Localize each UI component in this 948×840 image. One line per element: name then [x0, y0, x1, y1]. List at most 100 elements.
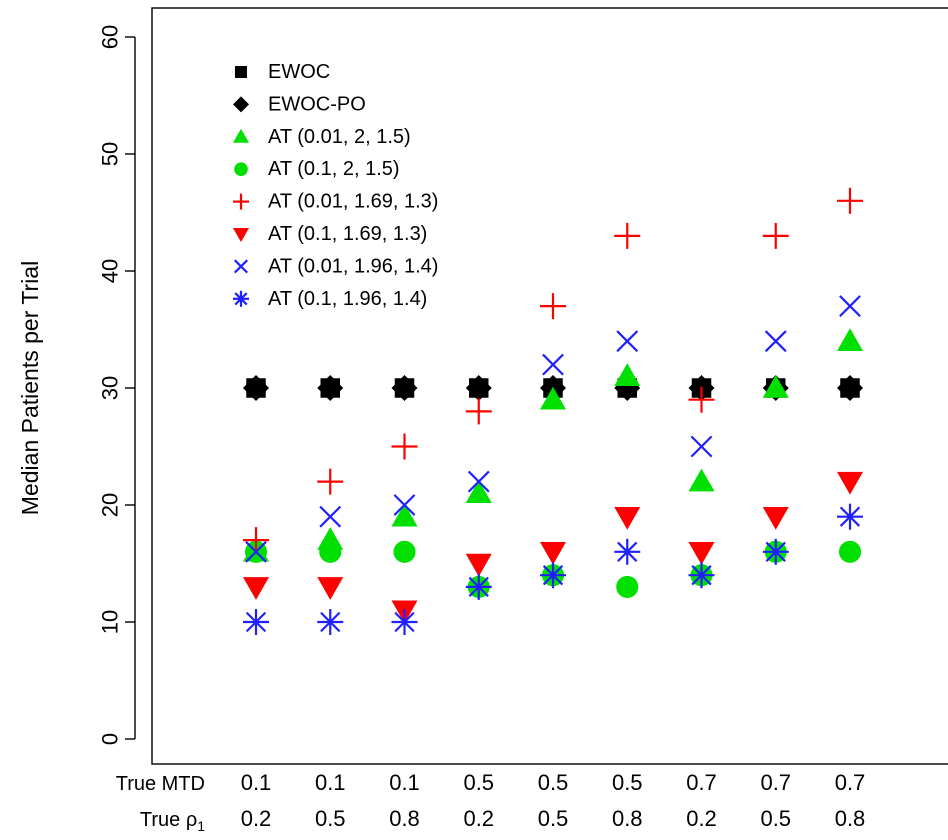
x-category-label: 0.1 [241, 770, 272, 795]
legend-item: AT (0.1, 1.69, 1.3) [233, 223, 427, 245]
data-point-plus [540, 293, 566, 320]
data-point-diamond [837, 375, 863, 401]
data-marks [243, 187, 863, 635]
x-row-label: True ρ1 [140, 809, 205, 834]
x-category-label: 0.5 [538, 770, 569, 795]
data-point-asterisk [762, 538, 789, 565]
data-point-diamond [317, 375, 344, 401]
data-point-asterisk [837, 503, 863, 530]
data-point-cross [245, 540, 267, 563]
x-category-label: 0.1 [315, 770, 346, 795]
y-tick-label: 30 [98, 376, 123, 400]
legend-label: AT (0.01, 1.96, 1.4) [268, 255, 438, 277]
data-point-triangle-down [614, 506, 641, 530]
data-point-triangle-down [465, 553, 492, 577]
data-point-plus [465, 398, 492, 425]
data-point-cross [542, 353, 564, 376]
data-point-circle [393, 540, 416, 563]
data-point-diamond [465, 375, 492, 401]
data-point-asterisk [317, 609, 344, 635]
legend-item: AT (0.01, 2, 1.5) [233, 126, 411, 148]
x-category-label: 0.7 [686, 770, 717, 795]
data-point-cross [393, 494, 416, 516]
x-category-label: 0.5 [315, 806, 346, 831]
legend-label: AT (0.01, 1.69, 1.3) [268, 191, 438, 213]
data-point-triangle-down [688, 542, 715, 565]
x-category-label: 0.5 [463, 770, 494, 795]
y-tick-label: 20 [98, 493, 123, 517]
x-category-label: 0.7 [835, 770, 866, 795]
y-tick-label: 10 [98, 610, 123, 634]
data-point-plus [837, 187, 863, 214]
x-category-label: 0.5 [760, 806, 791, 831]
data-point-cross [319, 505, 342, 528]
legend: EWOC EWOC-PO AT (0.01, 2, 1.5) AT (0.1, 2, … [233, 61, 438, 310]
data-point-triangle-up [762, 375, 789, 398]
legend-label: EWOC [268, 61, 330, 83]
data-point-asterisk [540, 562, 566, 589]
data-point-triangle-up [391, 503, 418, 527]
x-category-label: 0.2 [241, 806, 272, 831]
legend-label: AT (0.1, 1.96, 1.4) [268, 288, 427, 310]
legend-marker [234, 162, 248, 176]
data-point-asterisk [391, 609, 418, 635]
data-point-triangle-down [762, 506, 789, 530]
legend-marker [233, 96, 249, 113]
data-point-diamond [243, 375, 269, 401]
legend-item: EWOC [235, 61, 330, 83]
data-point-triangle-down [540, 542, 566, 565]
legend-item: AT (0.1, 1.96, 1.4) [233, 288, 427, 310]
data-point-circle [319, 540, 342, 563]
legend-marker [233, 259, 249, 274]
data-point-triangle-up [614, 363, 641, 387]
y-tick-label: 40 [98, 259, 123, 283]
data-point-asterisk [465, 573, 492, 600]
data-point-triangle-up [688, 468, 715, 492]
data-point-cross [467, 470, 490, 493]
legend-marker [233, 228, 249, 242]
x-category-rows: True MTD 0.1 0.1 0.1 0.5 0.5 0.5 0.7 0.7 0.7 True … [116, 770, 866, 834]
x-category-label: 0.8 [389, 806, 420, 831]
y-tick-label: 0 [98, 733, 123, 745]
legend-item: AT (0.1, 2, 1.5) [234, 158, 400, 180]
legend-marker [233, 128, 249, 143]
data-point-cross [616, 330, 639, 353]
data-point-triangle-up [540, 386, 566, 410]
y-axis: 0 10 20 30 40 50 60 [98, 25, 136, 745]
data-point-triangle-down [317, 577, 344, 600]
data-point-cross [690, 435, 713, 458]
plot-frame [151, 7, 948, 765]
x-row-label: True MTD [116, 773, 205, 795]
legend-marker [235, 66, 247, 78]
x-category-label: 0.8 [835, 806, 866, 831]
data-point-cross [839, 295, 861, 318]
data-point-diamond [391, 375, 418, 401]
data-point-plus [762, 222, 789, 249]
data-point-triangle-up [465, 480, 492, 504]
y-axis-title: Median Patients per Trial [17, 261, 43, 515]
data-point-circle [838, 540, 862, 563]
data-point-triangle-down [243, 577, 269, 600]
y-tick-label: 50 [98, 142, 123, 166]
x-category-label: 0.1 [389, 770, 420, 795]
data-point-triangle-down [837, 471, 863, 495]
legend-label: AT (0.1, 2, 1.5) [268, 158, 400, 180]
y-tick-label: 60 [98, 25, 123, 49]
x-category-label: 0.7 [760, 770, 791, 795]
x-category-label: 0.2 [463, 806, 494, 831]
data-point-plus [317, 468, 344, 495]
data-point-asterisk [614, 538, 641, 565]
data-point-plus [243, 527, 269, 554]
data-point-circle [616, 575, 639, 598]
data-point-cross [764, 330, 787, 353]
x-category-label: 0.5 [612, 770, 643, 795]
legend-item: EWOC-PO [233, 93, 366, 115]
x-category-label: 0.5 [538, 806, 569, 831]
data-point-plus [391, 433, 418, 460]
x-category-label: 0.2 [686, 806, 717, 831]
x-category-label: 0.8 [612, 806, 643, 831]
legend-label: AT (0.01, 2, 1.5) [268, 126, 411, 148]
data-point-plus [614, 222, 641, 249]
legend-item: AT (0.01, 1.69, 1.3) [233, 191, 438, 213]
